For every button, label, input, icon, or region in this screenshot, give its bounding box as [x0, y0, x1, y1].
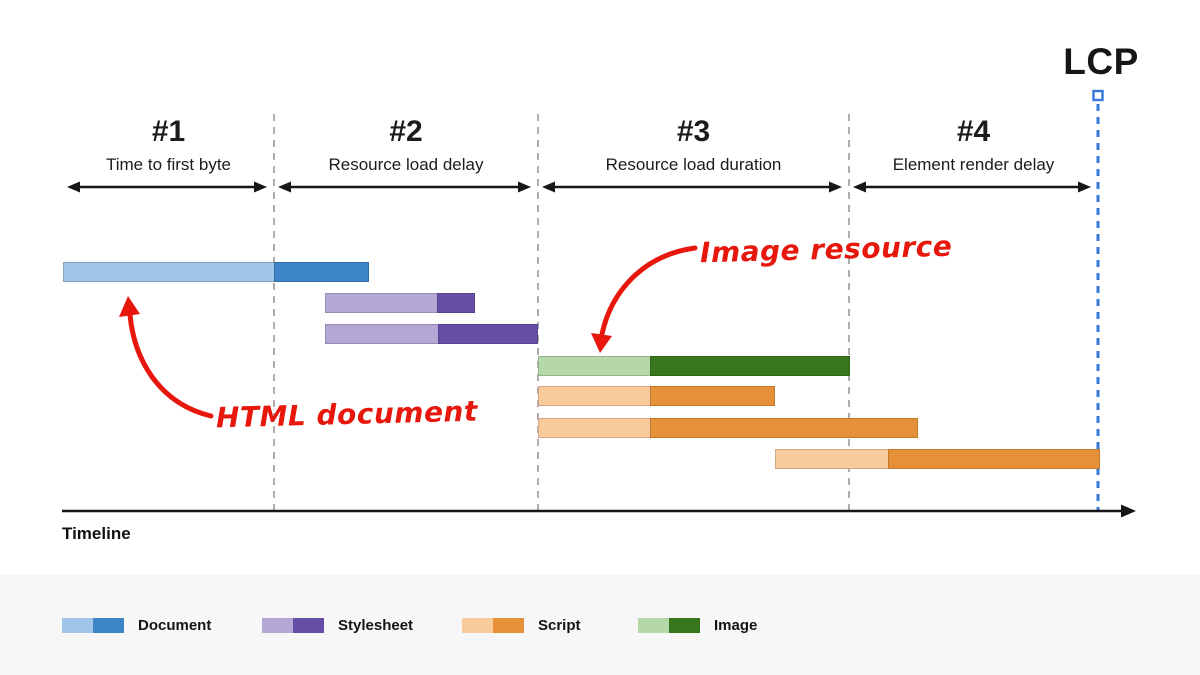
phase-label: Element render delay [892, 155, 1055, 174]
script-bar [538, 418, 918, 438]
phase-header-1: #1 Time to first byte [63, 117, 274, 175]
legend: Document Stylesheet Script Image [0, 575, 1200, 675]
phase-arrow-left-head-icon [67, 181, 80, 193]
script-bar [538, 386, 775, 406]
legend-label: Image [714, 617, 758, 634]
image-bar-dark-segment [650, 356, 850, 376]
image-resource-arrowhead-icon [591, 333, 612, 353]
phase-number: #1 [151, 115, 186, 148]
script-bar [775, 449, 1100, 469]
legend-label: Script [538, 617, 581, 634]
image-bar [538, 356, 850, 376]
phase-arrow-right-head-icon [254, 181, 267, 193]
swatch-dark-half [93, 618, 124, 633]
legend-swatch-document-icon [62, 618, 124, 633]
legend-label: Document [138, 617, 212, 634]
phase-arrow-right-head-icon [829, 181, 842, 193]
phase-header-4: #4 Element render delay [849, 117, 1098, 175]
timeline-axis-label: Timeline [62, 524, 131, 543]
phase-header-3: #3 Resource load duration [538, 117, 849, 175]
legend-swatch-stylesheet-icon [262, 618, 324, 633]
legend-item-image: Image [638, 617, 757, 634]
phase-number: #3 [676, 115, 711, 148]
annotation-image-resource: Image resource [699, 229, 953, 270]
phase-arrow-left-head-icon [278, 181, 291, 193]
lcp-marker-icon [1092, 89, 1104, 102]
swatch-light-half [638, 618, 669, 633]
document-bar [63, 262, 369, 282]
stylesheet-bar-dark-segment [437, 293, 475, 313]
stylesheet-bar [325, 293, 475, 313]
swatch-dark-half [293, 618, 324, 633]
html-document-arrowhead-icon [119, 296, 140, 317]
document-bar-dark-segment [274, 262, 369, 282]
legend-item-stylesheet: Stylesheet [262, 617, 413, 634]
legend-swatch-script-icon [462, 618, 524, 633]
script-bar-dark-segment [888, 449, 1100, 469]
phase-label: Resource load duration [605, 155, 782, 174]
phase-header-2: #2 Resource load delay [274, 117, 538, 175]
swatch-dark-half [669, 618, 700, 633]
swatch-dark-half [493, 618, 524, 633]
legend-swatch-image-icon [638, 618, 700, 633]
timeline-axis-arrow-icon [1121, 504, 1136, 518]
phase-arrow-left-head-icon [853, 181, 866, 193]
lcp-label: LCP [1063, 41, 1139, 82]
phase-arrow-right-head-icon [1078, 181, 1091, 193]
legend-label: Stylesheet [338, 617, 414, 634]
phase-number: #4 [956, 115, 991, 148]
phase-label: Resource load delay [328, 155, 484, 174]
phase-arrow-right-head-icon [518, 181, 531, 193]
stylesheet-bar-dark-segment [438, 324, 538, 344]
phase-number: #2 [389, 115, 423, 148]
html-document-arrow [127, 312, 214, 419]
swatch-light-half [62, 618, 93, 633]
annotation-html-document: HTML document [215, 394, 479, 435]
legend-item-script: Script [462, 617, 581, 634]
swatch-light-half [262, 618, 293, 633]
script-bar-dark-segment [650, 418, 918, 438]
legend-item-document: Document [62, 617, 211, 634]
image-resource-arrow [599, 245, 698, 337]
phase-label: Time to first byte [105, 155, 231, 174]
swatch-light-half [462, 618, 493, 633]
stylesheet-bar [325, 324, 538, 344]
phase-arrow-left-head-icon [542, 181, 555, 193]
script-bar-dark-segment [650, 386, 775, 406]
